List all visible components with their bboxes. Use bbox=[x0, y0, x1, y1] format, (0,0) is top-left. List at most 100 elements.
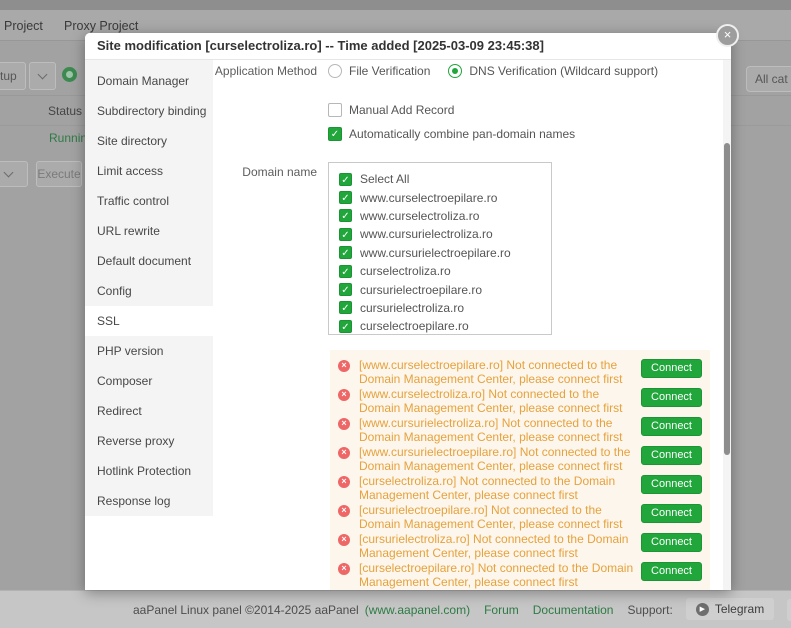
checkbox-icon[interactable] bbox=[339, 246, 352, 260]
error-icon bbox=[338, 388, 350, 401]
sidebar-item-default-document[interactable]: Default document bbox=[97, 254, 192, 268]
sidebar-item-site-directory[interactable]: Site directory bbox=[97, 134, 168, 148]
ssl-settings-panel: Application Method File Verification DNS… bbox=[213, 60, 723, 590]
setup-button[interactable]: etup bbox=[0, 62, 26, 90]
setup-dropdown-button[interactable] bbox=[29, 62, 56, 90]
discord-button[interactable]: ● Discord bbox=[787, 598, 791, 621]
scrollbar-thumb[interactable] bbox=[724, 143, 730, 455]
sidebar-item-redirect[interactable]: Redirect bbox=[97, 404, 142, 418]
domain-name-label: Domain name bbox=[242, 165, 317, 179]
footer-website-link[interactable]: (www.aapanel.com) bbox=[364, 602, 471, 617]
domain-label[interactable]: www.curselectroliza.ro bbox=[360, 208, 480, 223]
telegram-icon: ▶ bbox=[695, 602, 709, 616]
tab-project[interactable]: Project bbox=[4, 19, 43, 33]
chevron-down-icon bbox=[3, 167, 13, 178]
sidebar-item-hotlink-protection[interactable]: Hotlink Protection bbox=[97, 464, 192, 478]
domain-label[interactable]: cursurielectroepilare.ro bbox=[360, 282, 483, 297]
application-method-row: Application Method File Verification DNS… bbox=[213, 64, 658, 78]
domain-label[interactable]: www.cursurielectroliza.ro bbox=[360, 227, 493, 242]
sidebar-item-config[interactable]: Config bbox=[97, 284, 132, 298]
error-row: [www.cursurielectroepilare.ro] Not conne… bbox=[338, 445, 702, 473]
sidebar-item-url-rewrite[interactable]: URL rewrite bbox=[97, 224, 160, 238]
sidebar-item-reverse-proxy[interactable]: Reverse proxy bbox=[97, 434, 175, 448]
error-icon bbox=[338, 504, 350, 517]
checkbox-checked-icon[interactable] bbox=[328, 127, 342, 141]
domain-label[interactable]: cursurielectroliza.ro bbox=[360, 300, 465, 315]
domain-label[interactable]: Select All bbox=[360, 172, 410, 187]
connect-button[interactable]: Connect bbox=[641, 417, 702, 436]
telegram-button[interactable]: ▶ Telegram bbox=[685, 598, 775, 621]
sidebar-item-composer[interactable]: Composer bbox=[97, 374, 153, 388]
status-running-label: Running bbox=[49, 131, 94, 145]
checkbox-icon[interactable] bbox=[339, 264, 352, 279]
domain-checkbox-row[interactable]: www.cursurielectroepilare.ro bbox=[339, 244, 551, 262]
manual-add-record-label[interactable]: Manual Add Record bbox=[349, 103, 455, 117]
file-verification-label[interactable]: File Verification bbox=[349, 64, 431, 78]
domain-checkbox-row[interactable]: Select All bbox=[339, 170, 551, 188]
sidebar-item-php-version[interactable]: PHP version bbox=[97, 344, 164, 358]
checkbox-icon[interactable] bbox=[339, 319, 352, 334]
sidebar-item-limit-access[interactable]: Limit access bbox=[97, 164, 164, 178]
connect-button[interactable]: Connect bbox=[641, 446, 702, 465]
status-header-label: Status bbox=[48, 104, 83, 118]
category-filter-dropdown[interactable]: All cat bbox=[746, 66, 791, 92]
auto-combine-option[interactable]: Automatically combine pan-domain names bbox=[328, 127, 575, 141]
footer-documentation-link[interactable]: Documentation bbox=[532, 602, 614, 617]
app-status-icon bbox=[62, 67, 77, 82]
error-icon bbox=[338, 533, 350, 546]
connect-button[interactable]: Connect bbox=[641, 533, 702, 552]
manual-add-record-option[interactable]: Manual Add Record bbox=[328, 103, 454, 117]
close-button[interactable]: × bbox=[716, 24, 739, 47]
auto-combine-label[interactable]: Automatically combine pan-domain names bbox=[349, 127, 576, 141]
domain-checkbox-row[interactable]: www.curselectroepilare.ro bbox=[339, 188, 551, 206]
radio-icon[interactable] bbox=[328, 64, 342, 78]
error-message: [cursurielectroepilare.ro] Not connected… bbox=[359, 503, 623, 531]
footer-forum-link[interactable]: Forum bbox=[484, 602, 519, 617]
error-icon bbox=[338, 359, 350, 372]
domain-label[interactable]: www.curselectroepilare.ro bbox=[360, 190, 498, 205]
checkbox-icon[interactable] bbox=[339, 209, 352, 223]
domain-label[interactable]: www.cursurielectroepilare.ro bbox=[360, 245, 511, 260]
dns-verification-option[interactable]: DNS Verification (Wildcard support) bbox=[448, 64, 658, 78]
checkbox-icon[interactable] bbox=[339, 283, 352, 297]
sidebar-item-traffic-control[interactable]: Traffic control bbox=[97, 194, 170, 208]
connect-button[interactable]: Connect bbox=[641, 504, 702, 523]
file-verification-option[interactable]: File Verification bbox=[328, 64, 430, 78]
error-row: [www.curselectroliza.ro] Not connected t… bbox=[338, 387, 702, 415]
domain-label[interactable]: curselectroliza.ro bbox=[360, 264, 451, 279]
chevron-down-icon bbox=[37, 69, 48, 80]
connect-button[interactable]: Connect bbox=[641, 475, 702, 494]
execute-button[interactable]: Execute bbox=[36, 161, 82, 187]
connect-button[interactable]: Connect bbox=[641, 562, 702, 581]
connect-button[interactable]: Connect bbox=[641, 388, 702, 407]
top-window-strip bbox=[0, 0, 791, 10]
tab-proxy-project[interactable]: Proxy Project bbox=[64, 19, 139, 33]
error-message: [curselectroepilare.ro] Not connected to… bbox=[359, 561, 634, 589]
checkbox-icon[interactable] bbox=[339, 191, 352, 205]
checkbox-icon[interactable] bbox=[339, 172, 352, 187]
domain-label[interactable]: curselectroepilare.ro bbox=[360, 319, 469, 334]
error-icon bbox=[338, 417, 350, 430]
sidebar-item-response-log[interactable]: Response log bbox=[97, 494, 171, 508]
domain-checkbox-row[interactable]: curselectroliza.ro bbox=[339, 262, 551, 280]
scrollbar[interactable] bbox=[723, 60, 731, 590]
domain-checkbox-row[interactable]: www.cursurielectroliza.ro bbox=[339, 225, 551, 243]
checkbox-icon[interactable] bbox=[339, 227, 352, 242]
radio-checked-icon[interactable] bbox=[448, 64, 463, 78]
connect-button[interactable]: Connect bbox=[641, 359, 702, 378]
sidebar-item-ssl[interactable]: SSL bbox=[85, 306, 213, 336]
error-message: [www.curselectroepilare.ro] Not connecte… bbox=[359, 358, 623, 386]
checkbox-icon[interactable] bbox=[339, 301, 352, 315]
domain-list: Select All www.curselectroepilare.ro www… bbox=[328, 162, 552, 335]
sidebar-item-subdirectory-binding[interactable]: Subdirectory binding bbox=[97, 104, 207, 118]
dns-verification-label[interactable]: DNS Verification (Wildcard support) bbox=[469, 64, 659, 78]
site-modification-dialog: Site modification [curselectroliza.ro] -… bbox=[85, 33, 731, 590]
domain-checkbox-row[interactable]: curselectroepilare.ro bbox=[339, 317, 551, 334]
domain-checkbox-row[interactable]: cursurielectroliza.ro bbox=[339, 299, 551, 317]
page-size-dropdown[interactable] bbox=[0, 161, 28, 187]
checkbox-icon[interactable] bbox=[328, 103, 342, 117]
domain-checkbox-row[interactable]: cursurielectroepilare.ro bbox=[339, 280, 551, 298]
execute-button-label: Execute bbox=[37, 167, 81, 181]
domain-checkbox-row[interactable]: www.curselectroliza.ro bbox=[339, 207, 551, 225]
sidebar-item-domain-manager[interactable]: Domain Manager bbox=[97, 74, 190, 88]
